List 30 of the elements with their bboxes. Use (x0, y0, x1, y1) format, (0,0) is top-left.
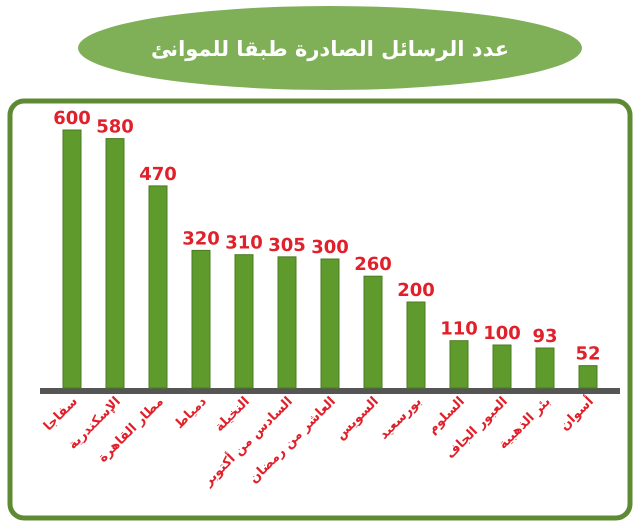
bar (406, 302, 426, 388)
bar (148, 185, 168, 388)
data-label: 200 (397, 280, 435, 301)
x-tick-label: أسوان (556, 392, 597, 434)
bar (234, 254, 254, 388)
data-label: 110 (440, 318, 478, 340)
data-label: 100 (483, 323, 521, 344)
data-label: 305 (268, 234, 306, 256)
x-tick-label: النخيلة (212, 394, 253, 435)
bar (578, 365, 598, 388)
chart-title: عدد الرسائل الصادرة طبقا للموانئ (150, 37, 510, 62)
data-label: 93 (532, 326, 558, 348)
x-tick-label: دمياط (172, 394, 210, 432)
data-label: 300 (311, 237, 349, 258)
bar (364, 276, 382, 388)
bar (450, 340, 468, 388)
bar (192, 250, 210, 388)
bar (492, 344, 512, 388)
bar (320, 258, 340, 388)
data-label: 320 (182, 228, 220, 250)
bar (536, 348, 554, 388)
data-label: 260 (354, 254, 392, 276)
bar (106, 138, 124, 388)
data-label: 470 (139, 164, 177, 185)
data-label: 310 (225, 232, 263, 254)
data-label: 580 (96, 116, 134, 138)
data-label: 52 (575, 344, 601, 365)
bar (278, 256, 296, 388)
data-label: 600 (53, 108, 91, 129)
bar (62, 130, 82, 388)
